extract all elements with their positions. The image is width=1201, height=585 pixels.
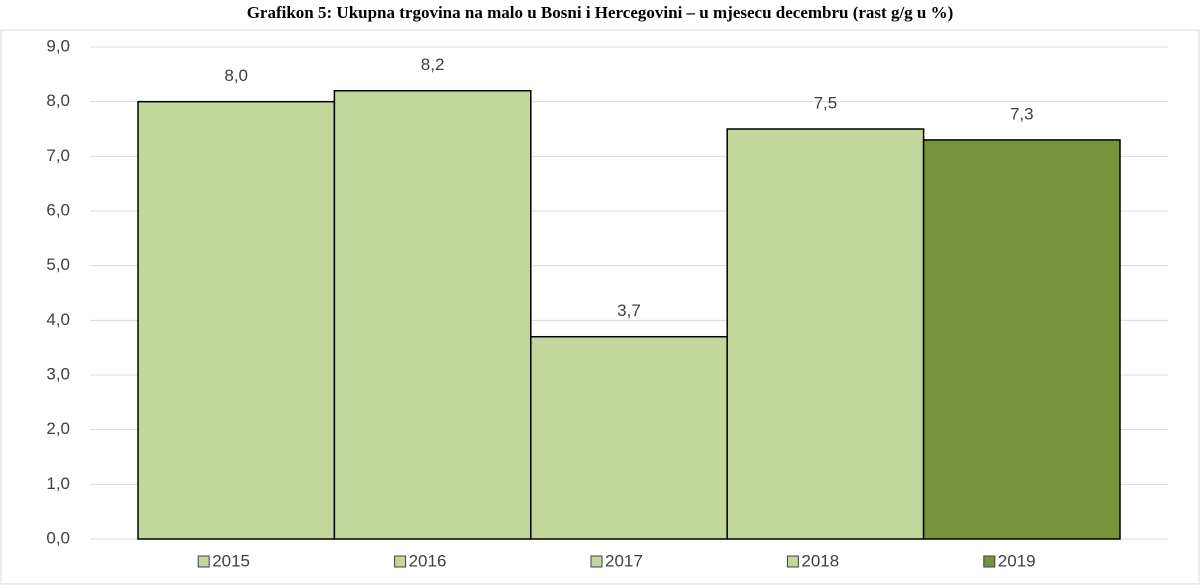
y-tick-label: 3,0: [46, 364, 70, 383]
y-tick-label: 9,0: [46, 36, 70, 55]
data-label: 8,0: [224, 66, 248, 85]
bar: [922, 139, 1121, 540]
legend-swatch: [394, 555, 407, 568]
bar: [530, 335, 728, 540]
y-tick-label: 4,0: [46, 310, 70, 329]
legend-label: 2016: [409, 551, 447, 570]
y-tick-label: 2,0: [46, 419, 70, 438]
y-tick-label: 6,0: [46, 200, 70, 219]
legend-swatch: [590, 555, 603, 568]
y-tick-label: 8,0: [46, 91, 70, 110]
legend-swatch: [983, 555, 996, 568]
bar: [137, 100, 336, 540]
legend-label: 2019: [998, 551, 1036, 570]
data-label: 7,3: [1010, 104, 1034, 123]
y-tick-label: 1,0: [46, 474, 70, 493]
legend-swatch: [786, 555, 799, 568]
y-tick-label: 7,0: [46, 146, 70, 165]
legend-swatch: [197, 555, 210, 568]
bar: [726, 128, 925, 540]
legend-label: 2017: [605, 551, 643, 570]
chart-title: Grafikon 5: Ukupna trgovina na malo u Bo…: [247, 3, 954, 22]
data-label: 8,2: [421, 55, 445, 74]
legend-label: 2018: [801, 551, 839, 570]
bar: [333, 89, 532, 540]
legend-label: 2015: [212, 551, 250, 570]
data-label: 7,5: [814, 93, 838, 112]
y-tick-label: 0,0: [46, 528, 70, 547]
data-label: 3,7: [617, 301, 641, 320]
chart-frame: [0, 29, 1200, 585]
y-tick-label: 5,0: [46, 255, 70, 274]
